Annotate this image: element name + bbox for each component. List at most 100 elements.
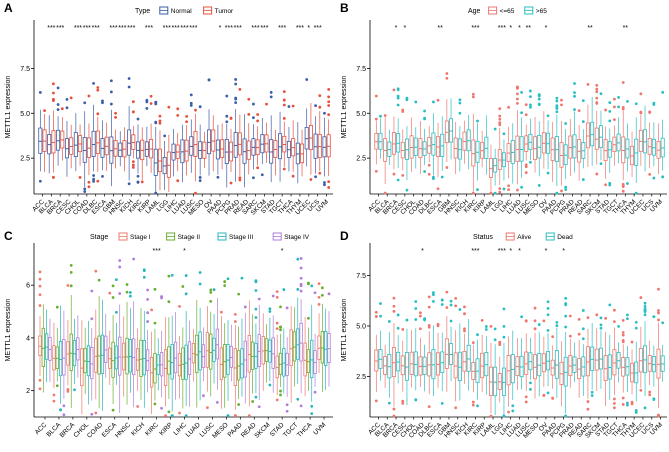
box-1 <box>291 104 296 178</box>
outlier <box>374 94 378 98</box>
outlier <box>595 172 599 176</box>
outlier <box>153 321 157 325</box>
category-sarc: **SARC <box>576 25 595 216</box>
box-1 <box>97 278 101 409</box>
outlier <box>634 320 638 324</box>
box-1 <box>282 90 287 171</box>
outlier <box>432 175 435 179</box>
box-0 <box>91 82 96 183</box>
box-3 <box>48 318 52 383</box>
x-tick-label: KICH <box>130 421 146 437</box>
outlier <box>43 109 46 113</box>
box <box>73 132 78 157</box>
outlier <box>432 100 435 104</box>
panel-c: C Stage Stage I Stage II Stage III Stage IV 2 4… <box>4 229 333 440</box>
outlier <box>564 302 568 305</box>
box <box>313 133 318 159</box>
outlier <box>254 316 258 319</box>
outlier <box>586 82 590 86</box>
significance-label: *** <box>163 25 171 32</box>
box <box>163 349 168 386</box>
outlier <box>661 175 665 179</box>
box-0 <box>603 316 608 407</box>
outlier <box>613 105 616 109</box>
box <box>184 344 188 380</box>
box-0 <box>612 308 617 410</box>
outlier <box>247 414 251 418</box>
box <box>306 349 311 373</box>
outlier <box>573 91 576 94</box>
box <box>51 130 56 154</box>
box <box>621 136 626 164</box>
outlier <box>533 327 537 331</box>
box-1 <box>278 305 283 397</box>
box <box>585 122 590 149</box>
outlier <box>52 99 55 102</box>
box-2 <box>58 305 63 412</box>
box <box>219 347 224 381</box>
outlier <box>652 315 656 319</box>
legend-title: Status <box>473 234 493 241</box>
category-kirp: KIRP <box>158 273 178 437</box>
outlier <box>226 277 230 281</box>
outlier <box>198 176 202 179</box>
box-0 <box>317 282 321 374</box>
outlier <box>383 114 387 117</box>
outlier <box>564 314 568 318</box>
outlier <box>643 313 647 317</box>
x-tick-label: THCA <box>296 421 314 439</box>
outlier <box>114 310 118 314</box>
box-1 <box>55 305 59 388</box>
outlier <box>69 284 73 288</box>
box-1 <box>546 114 551 175</box>
box-1 <box>501 307 506 418</box>
box <box>91 130 96 157</box>
panel-label: D <box>340 229 349 243</box>
box-1 <box>607 303 612 400</box>
outlier <box>275 295 279 299</box>
outlier <box>136 117 140 121</box>
y-axis-label: METTL1 expression <box>5 299 12 362</box>
box <box>205 332 210 368</box>
outlier <box>52 399 56 403</box>
box <box>634 138 639 166</box>
box-1 <box>475 333 480 408</box>
outlier <box>153 287 157 291</box>
outlier <box>275 327 279 331</box>
outlier <box>520 111 523 115</box>
outlier <box>114 111 117 115</box>
box-0 <box>38 91 43 183</box>
outlier <box>427 305 431 309</box>
x-tick-label: LUAD <box>185 421 202 438</box>
outlier <box>313 390 317 394</box>
box <box>86 345 91 377</box>
outlier <box>56 103 60 106</box>
outlier <box>256 119 260 123</box>
box-1 <box>51 82 56 179</box>
box-1 <box>69 96 74 169</box>
outlier <box>125 290 129 294</box>
box <box>257 334 261 367</box>
box-2 <box>142 268 146 408</box>
box-0 <box>289 306 293 403</box>
box-0 <box>471 92 476 195</box>
box-1 <box>581 309 586 396</box>
outlier <box>108 291 112 295</box>
box-1 <box>308 102 313 181</box>
box <box>285 352 289 376</box>
outlier <box>463 327 466 331</box>
box <box>308 124 313 150</box>
outlier <box>225 114 229 118</box>
outlier <box>145 107 149 110</box>
box-2 <box>184 274 188 418</box>
outlier <box>476 188 479 192</box>
category-gbm: ***GBM <box>101 25 117 214</box>
y-axis-label: METTL1 expression <box>341 299 348 362</box>
box-1 <box>598 316 603 389</box>
box-1 <box>493 127 498 195</box>
box <box>167 346 171 375</box>
outlier <box>257 297 261 301</box>
box <box>97 335 101 375</box>
significance-label: *** <box>172 25 180 32</box>
box <box>510 139 515 164</box>
